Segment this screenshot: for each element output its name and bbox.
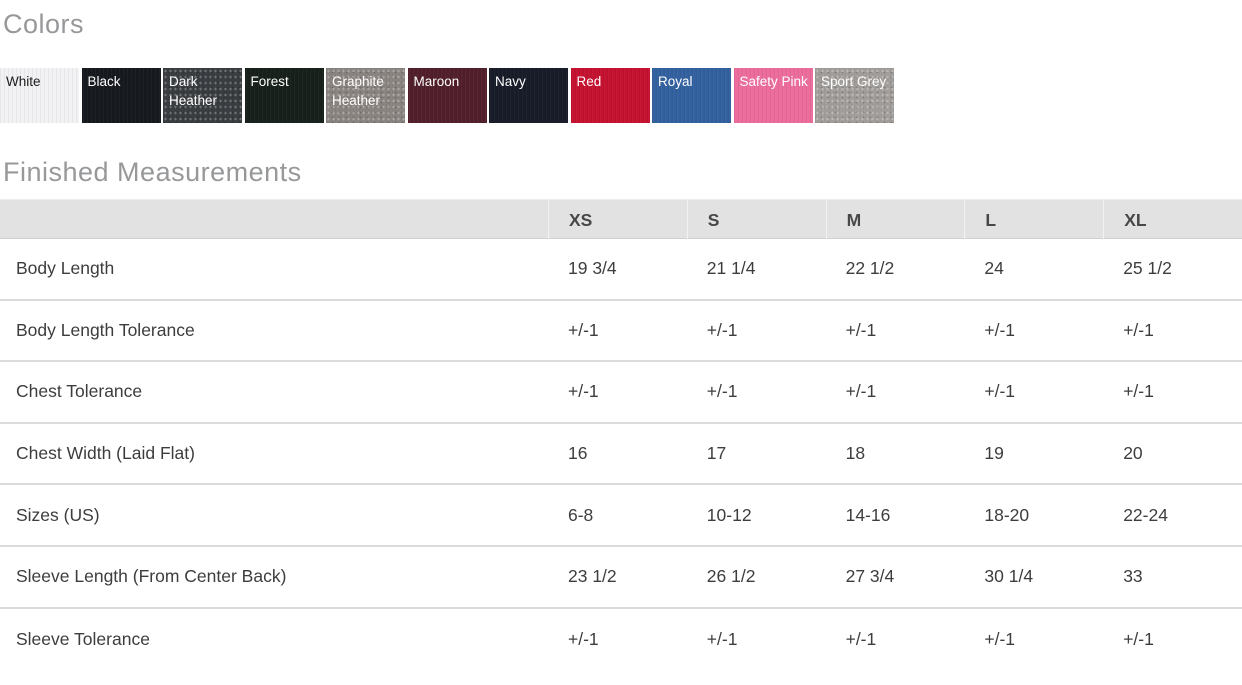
color-swatch-label: Red [576,74,602,89]
measurement-value: 23 1/2 [568,566,617,587]
measurement-value: +/-1 [706,628,738,649]
measurement-value: 22-24 [1123,504,1168,525]
measurement-row-label: Body Length Tolerance [16,319,195,340]
size-column-header: XL [1103,200,1242,240]
colors-section-title: Colors [3,9,85,39]
measurement-row-label: Chest Width (Laid Flat) [16,443,195,464]
measurement-row: Sizes (US) 6-8 10-12 14-16 18-20 22-24 [0,485,1242,547]
color-swatch-label: Royal [658,74,693,89]
measurement-row: Chest Width (Laid Flat) 16 17 18 19 20 [0,424,1242,486]
measurement-value: 21 1/4 [706,258,756,279]
color-swatch[interactable]: Sport Grey [815,68,894,123]
color-swatch-label: White [6,74,41,89]
color-swatch[interactable]: Dark Heather [163,68,242,123]
measurement-value: 6-8 [568,504,594,525]
measurement-value: 27 3/4 [845,566,895,587]
measurement-value: +/-1 [568,628,599,649]
measurement-row: Sleeve Tolerance +/-1 +/-1 +/-1 +/-1 +/-1 [0,609,1242,670]
measurement-value: 16 [568,443,588,464]
size-column-header: S [686,200,826,240]
measurement-value: +/-1 [1123,628,1154,649]
measurement-row-label: Sleeve Tolerance [16,628,150,649]
measurements-table: XS S M L XL Body Length 19 3/4 21 1/4 22 1/2 24… [0,199,1242,670]
measurements-table-body: Body Length 19 3/4 21 1/4 22 1/2 24 25 1/2 B… [0,239,1242,670]
measurement-row: Body Length Tolerance +/-1 +/-1 +/-1 +/-1 +/… [0,301,1242,363]
colors-section: Colors White Black Dark Heather Forest G… [0,0,1242,123]
size-column-header: XS [548,200,687,240]
color-swatch-label: Sport Grey [821,74,887,89]
measurement-value: 22 1/2 [845,258,895,279]
measurement-value: +/-1 [1123,381,1154,402]
measurement-value: 26 1/2 [706,566,756,587]
measurement-row: Chest Tolerance +/-1 +/-1 +/-1 +/-1 +/-1 [0,362,1242,424]
measurement-value: 24 [984,258,1004,279]
color-swatch[interactable]: Black [81,68,161,123]
measurements-table-header-row: XS S M L XL [0,199,1242,240]
color-swatch[interactable]: Navy [489,68,568,123]
measurement-value: 10-12 [706,504,752,525]
measurement-value: +/-1 [568,319,599,340]
measurement-value: +/-1 [1123,319,1154,340]
color-swatch[interactable]: Forest [244,68,324,123]
size-column-header: M [825,200,965,240]
measurements-section: Finished Measurements XS S M L XL Body Lengt… [0,157,1242,670]
measurement-value: 20 [1123,443,1143,464]
measurement-value: +/-1 [845,381,877,402]
product-spec-page: Colors White Black Dark Heather Forest G… [0,0,1242,670]
color-swatch[interactable]: White [0,68,79,123]
measurement-row-label: Body Length [16,258,115,279]
color-swatch-label: Dark Heather [169,74,218,108]
color-swatch-label: Graphite Heather [332,74,384,108]
measurements-section-title: Finished Measurements [3,157,302,187]
color-swatch-label: Navy [495,74,526,89]
measurement-row-label: Sleeve Length (From Center Back) [16,566,287,587]
color-swatch[interactable]: Safety Pink [733,68,813,123]
measurement-value: 25 1/2 [1123,258,1172,279]
measurement-value: 19 3/4 [568,258,617,279]
measurement-value: 18-20 [984,504,1030,525]
header-spacer-cell [0,200,548,240]
color-swatch-label: Maroon [413,74,460,89]
color-swatch[interactable]: Graphite Heather [326,68,405,123]
measurement-value: +/-1 [706,319,738,340]
color-swatch[interactable]: Royal [652,68,731,123]
measurement-value: 33 [1123,566,1143,587]
measurement-value: +/-1 [984,628,1016,649]
color-swatch-label: Black [87,74,121,89]
color-swatch-row: White Black Dark Heather Forest Graphite… [0,68,1242,123]
measurement-value: 17 [706,443,727,464]
measurement-value: 18 [845,443,866,464]
measurement-value: 14-16 [845,504,891,525]
measurement-row-label: Sizes (US) [16,504,100,525]
measurement-value: +/-1 [984,381,1016,402]
color-swatch-label: Safety Pink [739,74,808,89]
measurement-row: Sleeve Length (From Center Back) 23 1/2 2… [0,547,1242,609]
size-column-header: L [964,200,1103,240]
color-swatch[interactable]: Maroon [407,68,487,123]
measurement-value: +/-1 [845,628,877,649]
measurement-value: 19 [984,443,1004,464]
measurement-value: +/-1 [568,381,599,402]
measurement-value: 30 1/4 [984,566,1034,587]
color-swatch-label: Forest [250,74,289,89]
measurement-value: +/-1 [984,319,1016,340]
color-swatch[interactable]: Red [570,68,650,123]
measurement-value: +/-1 [845,319,877,340]
measurement-row-label: Chest Tolerance [16,381,143,402]
measurement-value: +/-1 [706,381,738,402]
measurement-row: Body Length 19 3/4 21 1/4 22 1/2 24 25 1/2 [0,239,1242,301]
